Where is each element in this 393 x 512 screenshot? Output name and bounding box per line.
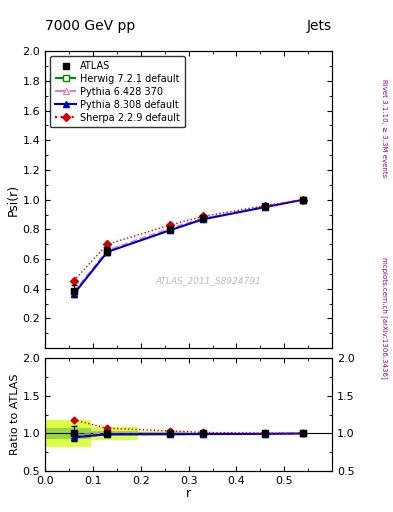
Text: Rivet 3.1.10, ≥ 3.3M events: Rivet 3.1.10, ≥ 3.3M events [381, 79, 387, 177]
Text: Jets: Jets [307, 19, 332, 33]
Legend: ATLAS, Herwig 7.2.1 default, Pythia 6.428 370, Pythia 8.308 default, Sherpa 2.2.: ATLAS, Herwig 7.2.1 default, Pythia 6.42… [50, 56, 185, 127]
Y-axis label: Psi(r): Psi(r) [7, 184, 20, 216]
Text: mcplots.cern.ch [arXiv:1306.3436]: mcplots.cern.ch [arXiv:1306.3436] [381, 257, 388, 378]
X-axis label: r: r [186, 487, 191, 500]
Text: ATLAS_2011_S8924791: ATLAS_2011_S8924791 [156, 276, 262, 285]
Y-axis label: Ratio to ATLAS: Ratio to ATLAS [10, 374, 20, 456]
Text: 7000 GeV pp: 7000 GeV pp [45, 19, 136, 33]
